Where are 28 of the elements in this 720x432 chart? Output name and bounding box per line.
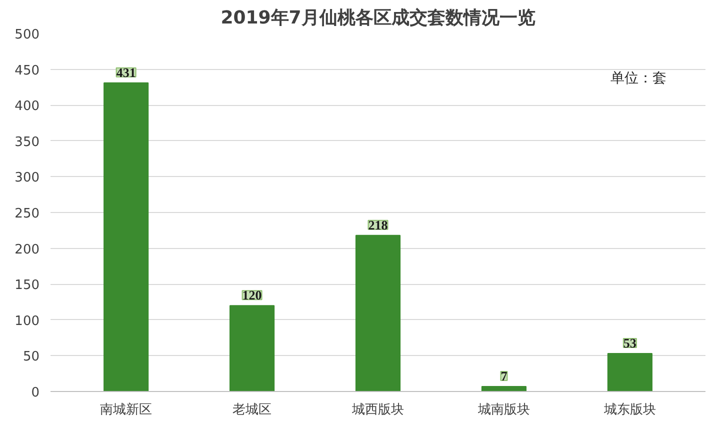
x-tick-label: 老城区 xyxy=(232,402,272,418)
bar xyxy=(229,305,275,392)
y-tick-label: 200 xyxy=(14,242,40,258)
y-tick-label: 50 xyxy=(22,350,40,365)
chart-title: 2019年7月仙桃各区成交套数情况一览 xyxy=(220,8,536,28)
x-tick-label: 南城新区 xyxy=(100,402,152,418)
y-tick-label: 350 xyxy=(14,134,40,150)
y-tick-label: 0 xyxy=(31,386,40,400)
data-label: 53 xyxy=(623,336,637,351)
bar xyxy=(607,353,652,392)
annotation: 单位：套 xyxy=(610,70,666,86)
x-tick-label: 城南版块 xyxy=(476,402,530,418)
y-tick-label: 250 xyxy=(14,206,40,222)
y-tick-label: 100 xyxy=(14,314,40,329)
y-tick-label: 500 xyxy=(14,28,40,42)
y-tick-label: 300 xyxy=(14,170,40,186)
y-tick-label: 450 xyxy=(14,63,40,78)
x-tick-label: 城西版块 xyxy=(351,402,404,418)
data-label: 431 xyxy=(116,64,136,80)
y-tick-label: 400 xyxy=(14,99,40,114)
data-label: 7 xyxy=(500,368,508,384)
bar xyxy=(355,234,401,392)
bar xyxy=(104,82,149,392)
data-label: 218 xyxy=(368,217,388,232)
y-tick-label: 150 xyxy=(14,278,40,294)
data-label: 120 xyxy=(242,288,262,303)
bar xyxy=(481,386,527,392)
x-tick-label: 城东版块 xyxy=(602,402,656,418)
